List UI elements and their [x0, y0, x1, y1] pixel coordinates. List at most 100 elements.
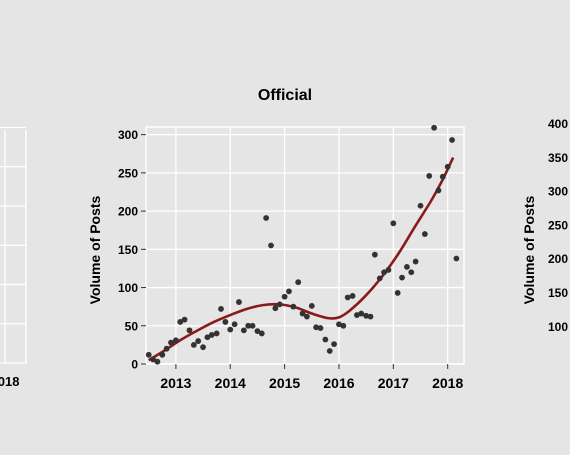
data-point	[322, 336, 329, 343]
data-point	[272, 305, 279, 312]
data-point	[317, 325, 324, 331]
right-y-tick-label: 150	[548, 286, 568, 300]
data-point	[213, 330, 220, 337]
x-axis-ticks: 2013 2014 2015 2016 2017 2018	[160, 364, 463, 391]
data-point	[449, 137, 455, 143]
data-point	[299, 310, 306, 317]
data-point	[390, 220, 397, 227]
data-point	[172, 337, 179, 344]
data-point	[295, 279, 302, 286]
data-point	[304, 313, 310, 320]
right-panel: 400 350 300 250 200 150 100 Volume of Posts	[521, 117, 568, 334]
right-y-axis-ticks: 400 350 300 250 200 150 100	[548, 117, 568, 334]
data-point	[159, 351, 166, 358]
data-point	[276, 301, 283, 308]
data-point	[412, 258, 419, 265]
y-tick-label: 200	[118, 205, 138, 219]
data-point	[344, 294, 351, 301]
data-point	[363, 312, 370, 319]
data-point	[231, 321, 238, 328]
y-tick-label: 300	[118, 128, 138, 142]
right-y-tick-label: 100	[548, 320, 568, 334]
data-point	[453, 255, 460, 262]
data-point	[381, 269, 387, 276]
data-point	[439, 173, 446, 180]
data-point	[204, 334, 211, 341]
data-point	[218, 306, 224, 312]
data-point	[394, 290, 401, 296]
data-point	[190, 341, 197, 348]
right-y-tick-label: 200	[548, 252, 568, 266]
x-tick-label: 2016	[323, 375, 354, 391]
data-point	[385, 267, 392, 273]
x-tick-label: 2015	[269, 375, 300, 391]
data-point	[145, 351, 152, 358]
data-point	[367, 313, 374, 320]
y-tick-label: 0	[131, 358, 138, 372]
trend-line	[148, 157, 455, 362]
data-point	[263, 215, 270, 221]
data-point	[408, 269, 415, 276]
data-point	[268, 242, 274, 249]
y-axis-ticks: 0 50 100 150 200 250 300	[118, 128, 146, 372]
right-y-tick-label: 400	[548, 117, 568, 131]
y-tick-label: 250	[118, 166, 138, 180]
left-grid	[0, 126, 26, 364]
data-point	[186, 327, 193, 334]
data-point	[340, 322, 347, 329]
x-tick-label: 2018	[432, 375, 463, 391]
data-point	[286, 288, 292, 295]
data-point	[308, 302, 315, 309]
data-point	[181, 316, 188, 323]
data-point	[222, 319, 229, 325]
data-point	[168, 339, 174, 346]
left-x-tick-label: 2018	[0, 374, 19, 389]
data-point	[227, 326, 234, 333]
data-point	[376, 275, 383, 282]
data-point	[200, 344, 206, 351]
x-tick-label: 2014	[215, 375, 246, 391]
data-point	[326, 348, 333, 354]
data-point	[177, 319, 184, 325]
data-point	[313, 324, 320, 331]
data-point	[150, 356, 156, 363]
data-points	[145, 124, 460, 365]
data-point	[435, 187, 442, 194]
y-axis-label: Volume of Posts	[87, 195, 103, 304]
data-point	[154, 358, 161, 365]
data-point	[349, 293, 356, 299]
plot-area	[145, 126, 465, 365]
data-point	[331, 341, 337, 348]
left-panel: 2018	[0, 126, 28, 389]
data-point	[258, 330, 265, 337]
left-plot-area	[0, 130, 28, 363]
chart-title: Official	[258, 87, 312, 104]
data-point	[249, 322, 256, 329]
data-point	[404, 264, 410, 270]
data-point	[163, 345, 170, 352]
data-point	[195, 338, 202, 344]
x-tick-label: 2017	[378, 375, 409, 391]
data-point	[236, 299, 242, 305]
data-point	[431, 124, 438, 131]
data-point	[290, 303, 297, 310]
data-point	[417, 202, 424, 209]
data-point	[426, 173, 433, 179]
data-point	[421, 231, 428, 237]
data-point	[208, 332, 215, 338]
main-panel: Official 0 50 100 150 200 250 300 2013 2014 2015…	[87, 87, 465, 391]
right-y-tick-label: 300	[548, 185, 568, 199]
right-y-axis-label: Volume of Posts	[521, 195, 537, 304]
right-y-tick-label: 350	[548, 151, 568, 165]
y-tick-label: 150	[118, 243, 138, 257]
data-point	[281, 293, 288, 300]
data-point	[371, 251, 378, 258]
data-point	[254, 328, 261, 335]
x-tick-label: 2013	[160, 375, 191, 391]
data-point	[444, 163, 451, 170]
data-point	[399, 274, 405, 281]
y-tick-label: 50	[125, 319, 139, 333]
data-point	[245, 322, 252, 329]
